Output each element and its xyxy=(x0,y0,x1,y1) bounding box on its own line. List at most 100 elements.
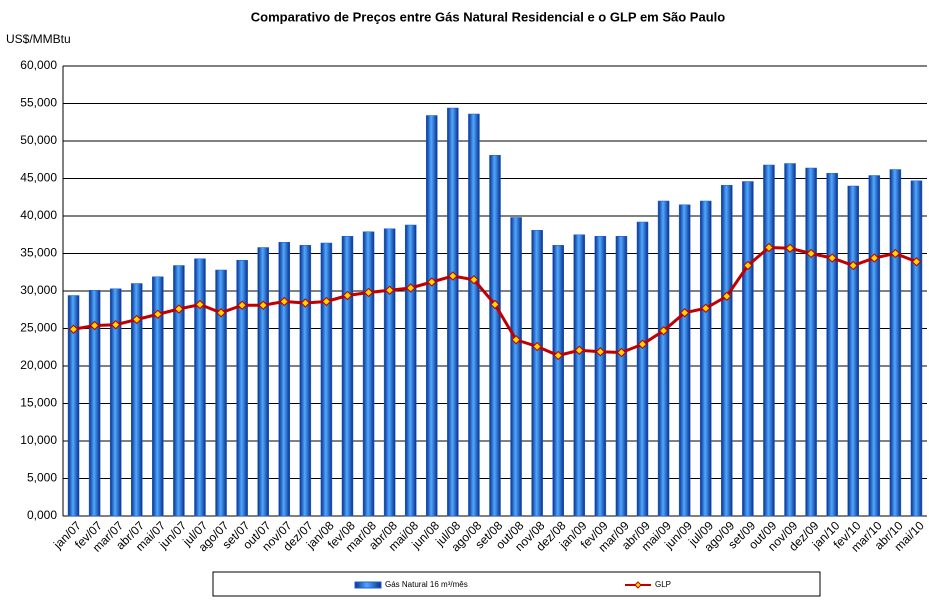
bar xyxy=(426,115,438,517)
bar xyxy=(889,169,902,517)
marker xyxy=(469,275,479,285)
bar xyxy=(910,180,923,517)
marker xyxy=(743,260,753,271)
marker xyxy=(616,347,627,358)
marker xyxy=(911,257,922,267)
marker xyxy=(679,308,690,318)
bar xyxy=(489,155,501,517)
bar xyxy=(510,217,522,517)
bar xyxy=(742,181,754,517)
marker xyxy=(321,296,332,307)
y-tick-label: 50,000 xyxy=(20,133,57,147)
y-tick-label: 45,000 xyxy=(20,171,57,185)
marker xyxy=(806,248,816,259)
marker xyxy=(216,308,226,318)
bar xyxy=(636,221,649,517)
y-tick-label: 35,000 xyxy=(20,246,57,260)
bar xyxy=(678,204,691,517)
bar xyxy=(152,276,164,517)
bar xyxy=(784,163,796,517)
marker xyxy=(448,271,458,281)
bar xyxy=(88,290,101,517)
bar xyxy=(404,224,417,517)
bar xyxy=(805,167,817,517)
bar xyxy=(299,245,312,517)
bar xyxy=(215,269,227,517)
y-tick-label: 10,000 xyxy=(20,433,57,447)
marker xyxy=(89,320,100,331)
bar xyxy=(173,265,185,517)
legend-swatch xyxy=(354,581,382,589)
bar xyxy=(131,283,143,517)
marker xyxy=(195,299,205,310)
marker xyxy=(406,283,416,293)
bar xyxy=(320,242,333,517)
marker xyxy=(574,345,584,355)
legend-marker xyxy=(634,581,642,589)
marker xyxy=(764,242,774,253)
marker xyxy=(785,243,795,253)
bar xyxy=(67,295,80,517)
y-tick-label: 15,000 xyxy=(20,396,57,410)
bar xyxy=(657,200,670,517)
marker xyxy=(384,285,395,295)
bar xyxy=(236,260,248,517)
bar xyxy=(763,164,775,517)
marker xyxy=(258,300,268,310)
marker xyxy=(637,339,648,349)
marker xyxy=(511,335,521,345)
marker xyxy=(279,296,289,307)
bar xyxy=(341,236,354,517)
legend-label: GLP xyxy=(655,580,671,589)
bar xyxy=(278,242,291,517)
y-tick-label: 25,000 xyxy=(20,321,57,335)
marker xyxy=(132,314,142,325)
y-tick-label: 30,000 xyxy=(20,283,57,297)
marker xyxy=(174,304,184,314)
bar xyxy=(257,247,269,517)
legend-label: Gás Natural 16 m³/mês xyxy=(385,580,468,589)
bar xyxy=(447,107,459,517)
bar xyxy=(721,185,733,517)
marker xyxy=(237,300,247,310)
bar xyxy=(868,175,881,517)
bar xyxy=(847,185,859,517)
bar xyxy=(594,236,607,517)
bar xyxy=(109,288,122,517)
bar xyxy=(194,258,206,517)
bar xyxy=(615,236,628,517)
bar xyxy=(826,173,838,517)
marker xyxy=(110,320,121,330)
bar xyxy=(383,228,396,517)
y-tick-label: 40,000 xyxy=(20,208,57,222)
marker xyxy=(490,299,500,310)
legend-box xyxy=(212,571,821,597)
bar xyxy=(468,113,480,517)
marker xyxy=(869,253,880,263)
marker xyxy=(342,290,353,301)
marker xyxy=(427,277,437,287)
bar xyxy=(552,245,564,517)
marker xyxy=(300,298,311,308)
marker xyxy=(595,347,606,357)
bar xyxy=(531,230,543,517)
marker xyxy=(848,260,858,271)
y-tick-label: 60,000 xyxy=(20,58,57,72)
marker xyxy=(827,253,837,263)
bar xyxy=(573,234,586,517)
marker xyxy=(658,326,669,336)
marker xyxy=(153,309,163,319)
marker xyxy=(701,303,711,313)
marker xyxy=(890,248,901,259)
marker xyxy=(68,324,79,334)
marker xyxy=(722,291,732,301)
y-tick-label: 0,000 xyxy=(27,508,57,522)
chart-title: Comparativo de Preços entre Gás Natural … xyxy=(251,9,725,24)
y-tick-label: 20,000 xyxy=(20,358,57,372)
bar xyxy=(362,231,375,517)
y-tick-label: 55,000 xyxy=(20,96,57,110)
y-axis-label: US$/MMBtu xyxy=(6,32,71,46)
bar xyxy=(699,200,712,517)
